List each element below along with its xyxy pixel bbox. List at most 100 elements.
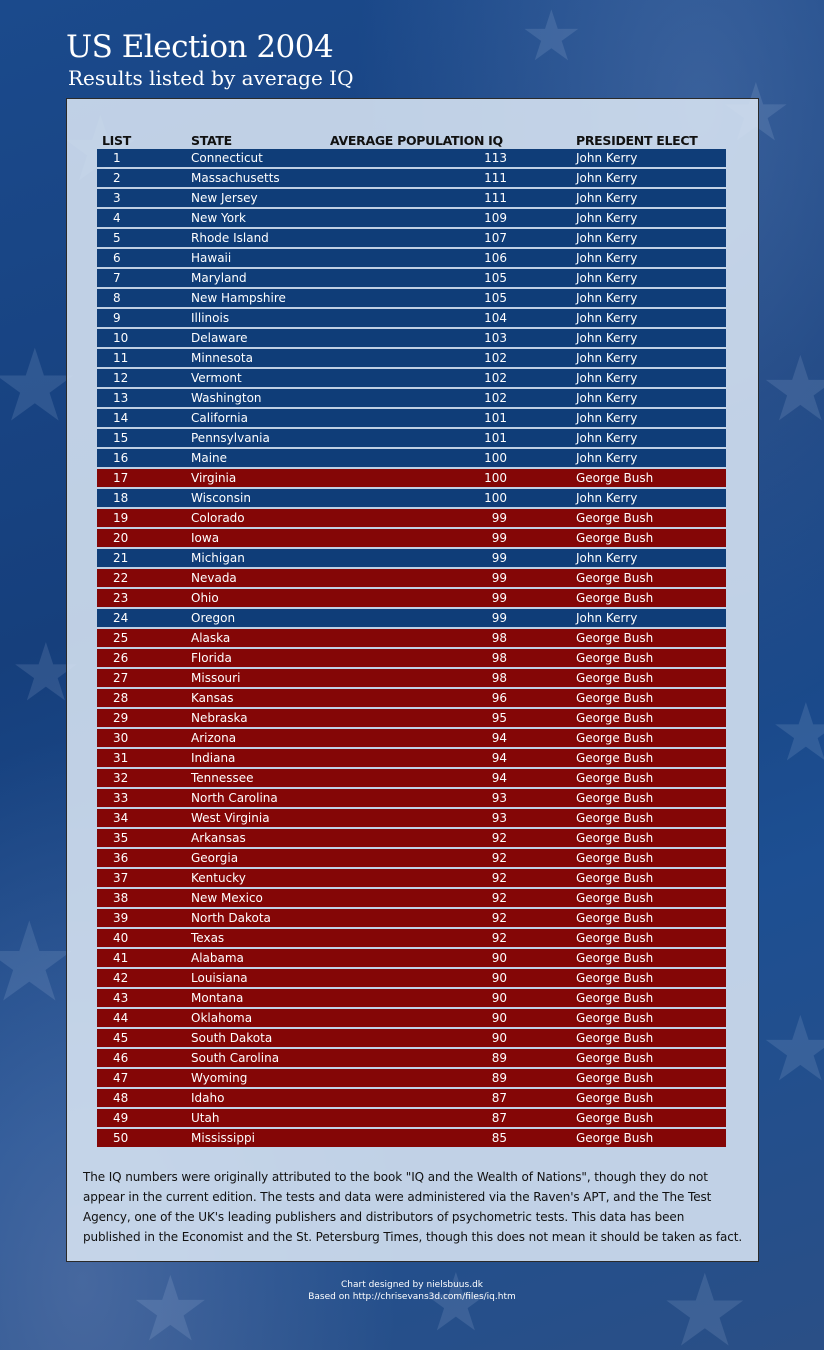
iq-cell: 93 — [491, 791, 507, 805]
president-cell: George Bush — [576, 911, 654, 925]
rank-cell: 3 — [113, 191, 121, 205]
rank-cell: 35 — [113, 831, 129, 845]
state-cell: Illinois — [191, 311, 230, 325]
rank-cell: 5 — [113, 231, 121, 245]
state-cell: North Carolina — [191, 791, 278, 805]
president-cell: George Bush — [576, 751, 654, 765]
iq-cell: 92 — [491, 851, 507, 865]
table-row: 21 Michigan 99 John Kerry — [97, 549, 726, 567]
results-panel: LIST STATE AVERAGE POPULATION IQ PRESIDE… — [66, 98, 759, 1262]
state-cell: Alabama — [191, 951, 244, 965]
president-cell: John Kerry — [576, 251, 638, 265]
rank-cell: 45 — [113, 1031, 129, 1045]
president-cell: George Bush — [576, 931, 654, 945]
rank-cell: 12 — [113, 371, 129, 385]
president-cell: George Bush — [576, 971, 654, 985]
rank-cell: 31 — [113, 751, 129, 765]
rank-cell: 22 — [113, 571, 129, 585]
iq-cell: 111 — [484, 171, 507, 185]
state-cell: Oklahoma — [191, 1011, 253, 1025]
president-cell: George Bush — [576, 1091, 654, 1105]
rank-cell: 15 — [113, 431, 129, 445]
president-cell: John Kerry — [576, 311, 638, 325]
iq-cell: 100 — [484, 491, 507, 505]
iq-cell: 99 — [491, 531, 507, 545]
svg-text:★: ★ — [0, 898, 79, 1026]
iq-cell: 90 — [491, 991, 507, 1005]
iq-cell: 94 — [491, 751, 507, 765]
iq-cell: 99 — [491, 571, 507, 585]
state-cell: Arizona — [191, 731, 237, 745]
table-row: 28 Kansas 96 George Bush — [97, 689, 726, 707]
president-cell: John Kerry — [576, 271, 638, 285]
table-row: 23 Ohio 99 George Bush — [97, 589, 726, 607]
table-row: 40 Texas 92 George Bush — [97, 929, 726, 947]
iq-cell: 92 — [491, 831, 507, 845]
president-cell: George Bush — [576, 771, 654, 785]
rank-cell: 19 — [113, 511, 129, 525]
president-cell: George Bush — [576, 711, 654, 725]
table-row: 9 Illinois 104 John Kerry — [97, 309, 726, 327]
state-cell: Washington — [191, 391, 262, 405]
rank-cell: 6 — [113, 251, 121, 265]
rank-cell: 1 — [113, 151, 121, 165]
iq-cell: 99 — [491, 591, 507, 605]
rank-cell: 38 — [113, 891, 129, 905]
rank-cell: 36 — [113, 851, 129, 865]
rank-cell: 43 — [113, 991, 129, 1005]
svg-text:★: ★ — [760, 997, 824, 1102]
table-row: 13 Washington 102 John Kerry — [97, 389, 726, 407]
table-row: 46 South Carolina 89 George Bush — [97, 1049, 726, 1067]
president-cell: John Kerry — [576, 151, 638, 165]
table-row: 47 Wyoming 89 George Bush — [97, 1069, 726, 1087]
iq-cell: 95 — [491, 711, 507, 725]
president-cell: George Bush — [576, 671, 654, 685]
iq-cell: 106 — [484, 251, 507, 265]
state-cell: California — [191, 411, 248, 425]
table-row: 41 Alabama 90 George Bush — [97, 949, 726, 967]
iq-cell: 94 — [491, 731, 507, 745]
state-cell: Connecticut — [191, 151, 263, 165]
state-cell: Montana — [191, 991, 244, 1005]
state-cell: Indiana — [191, 751, 236, 765]
president-cell: John Kerry — [576, 611, 638, 625]
rank-cell: 17 — [113, 471, 129, 485]
rank-cell: 34 — [113, 811, 129, 825]
svg-text:★: ★ — [660, 1252, 750, 1350]
rank-cell: 37 — [113, 871, 129, 885]
president-cell: John Kerry — [576, 331, 638, 345]
credit-source: Based on http://chrisevans3d.com/files/i… — [308, 1292, 516, 1302]
state-cell: Colorado — [191, 511, 245, 525]
table-row: 36 Georgia 92 George Bush — [97, 849, 726, 867]
table-row: 39 North Dakota 92 George Bush — [97, 909, 726, 927]
rank-cell: 20 — [113, 531, 129, 545]
president-cell: George Bush — [576, 891, 654, 905]
state-cell: Pennsylvania — [191, 431, 270, 445]
iq-cell: 98 — [491, 631, 507, 645]
table-row: 20 Iowa 99 George Bush — [97, 529, 726, 547]
rank-cell: 29 — [113, 711, 129, 725]
rank-cell: 8 — [113, 291, 121, 305]
table-row: 12 Vermont 102 John Kerry — [97, 369, 726, 387]
iq-cell: 99 — [491, 511, 507, 525]
iq-cell: 85 — [491, 1131, 507, 1145]
iq-cell: 90 — [491, 951, 507, 965]
table-row: 25 Alaska 98 George Bush — [97, 629, 726, 647]
svg-text:★: ★ — [520, 0, 583, 77]
iq-cell: 107 — [484, 231, 507, 245]
rank-cell: 49 — [113, 1111, 129, 1125]
table-row: 34 West Virginia 93 George Bush — [97, 809, 726, 827]
state-cell: Minnesota — [191, 351, 253, 365]
iq-cell: 102 — [484, 391, 507, 405]
rank-cell: 23 — [113, 591, 129, 605]
table-row: 43 Montana 90 George Bush — [97, 989, 726, 1007]
state-cell: New York — [191, 211, 246, 225]
table-row: 37 Kentucky 92 George Bush — [97, 869, 726, 887]
state-cell: Nebraska — [191, 711, 248, 725]
rank-cell: 11 — [113, 351, 129, 365]
table-row: 35 Arkansas 92 George Bush — [97, 829, 726, 847]
president-cell: John Kerry — [576, 431, 638, 445]
iq-cell: 102 — [484, 371, 507, 385]
table-row: 42 Louisiana 90 George Bush — [97, 969, 726, 987]
table-row: 26 Florida 98 George Bush — [97, 649, 726, 667]
